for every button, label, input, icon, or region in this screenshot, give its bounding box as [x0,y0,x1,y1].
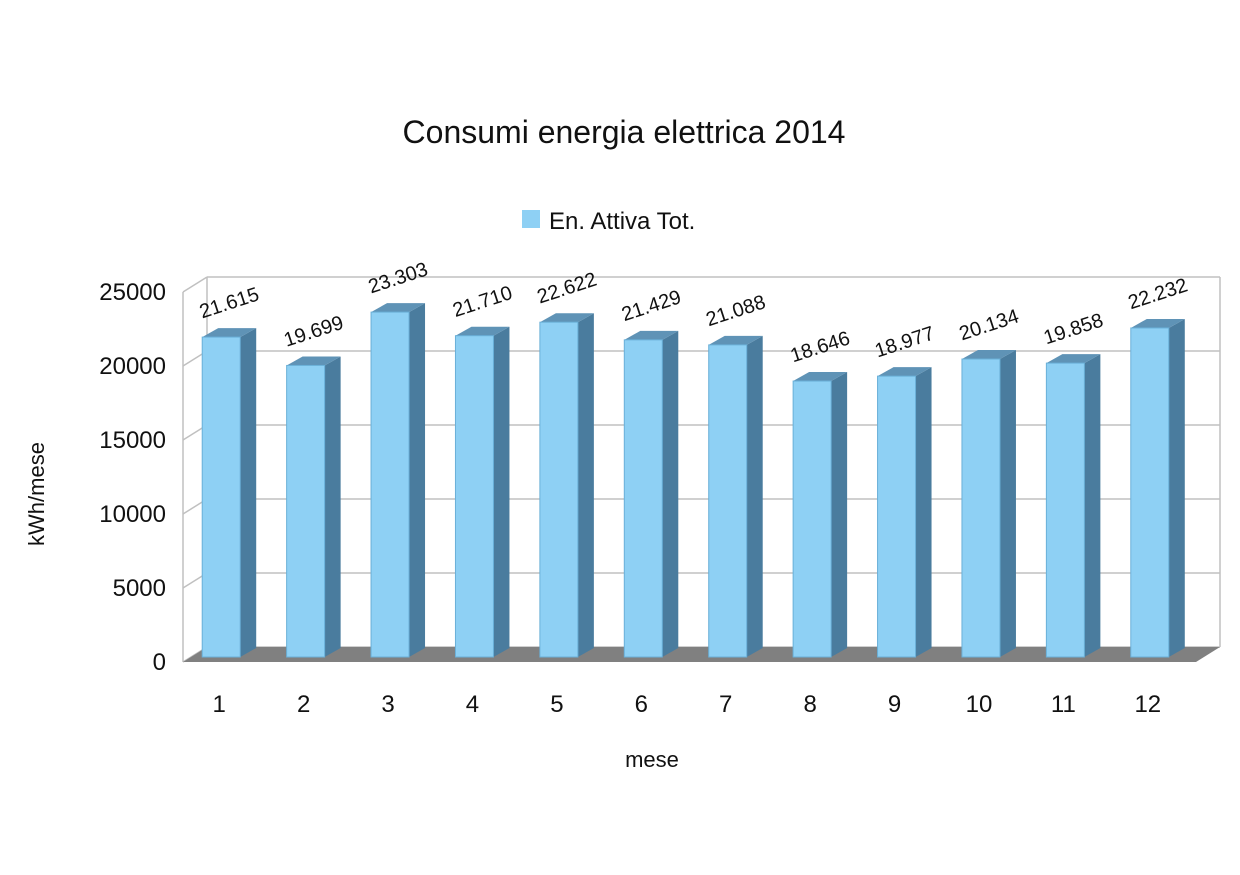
bar [961,350,1016,658]
data-label: 19.699 [281,312,346,352]
y-tick-label: 10000 [99,501,166,528]
x-tick-label: 7 [719,691,732,718]
bar-front [286,364,326,658]
bar-top [539,313,594,323]
x-tick-label: 2 [297,691,310,718]
bar [370,303,426,658]
legend-swatch [522,210,540,228]
bar-top [708,335,763,345]
bar-top [961,350,1016,360]
bar-front [792,380,832,658]
bar-top [877,367,932,377]
data-label: 19.858 [1041,309,1106,349]
x-tick-label: 10 [966,691,993,718]
bar-top [1046,354,1101,364]
y-tick-label: 25000 [99,279,166,306]
bar [539,313,594,658]
bar-side [746,335,763,657]
data-label: 21.088 [703,291,768,331]
bar-front [454,335,494,658]
bar-front [708,344,748,658]
chart-floor [183,647,1220,662]
bar-front [201,336,241,658]
y-axis-label: kWh/mese [24,442,49,546]
x-axis-label: mese [625,747,679,772]
x-tick-label: 1 [213,691,226,718]
y-tick-label: 0 [153,649,166,676]
bar-top [1130,318,1185,328]
x-tick-label: 11 [1051,691,1076,718]
data-label: 22.622 [535,269,600,309]
data-label: 22.232 [1125,274,1190,314]
bar-top [371,303,426,313]
bar-side [324,356,341,657]
bar-side [662,330,679,657]
x-tick-label: 8 [803,691,816,718]
legend-label: En. Attiva Tot. [549,208,695,235]
bars [201,303,1185,658]
bar-front [1045,362,1085,658]
data-label: 18.977 [872,323,937,363]
bar-front [1130,327,1170,658]
x-tick-label: 12 [1134,691,1161,718]
y-tick-label: 5000 [113,575,166,602]
bar [877,367,932,658]
y-axis-ticks: 0 5000 10000 15000 20000 25000 [99,279,166,676]
x-tick-label: 4 [466,691,479,718]
bar-top [624,330,679,340]
bar [792,372,848,658]
bar [286,356,341,658]
bar [623,330,679,658]
y-tick-label: 15000 [99,427,166,454]
y-tick-label: 20000 [99,353,166,380]
chart-title: Consumi energia elettrica 2014 [403,114,846,150]
bar [201,328,257,658]
bar-front [539,321,579,658]
gridline-side [182,276,208,293]
data-label: 23.303 [366,258,431,298]
x-tick-label: 9 [888,691,901,718]
bar-top [202,328,257,338]
data-label: 18.646 [788,327,853,367]
bar [708,335,763,658]
x-tick-label: 6 [635,691,648,718]
floor-plane [183,647,1220,662]
x-tick-label: 5 [550,691,563,718]
data-label: 21.429 [619,286,684,326]
bar-side [577,313,594,657]
data-label: 21.710 [450,282,515,322]
bar-side [831,372,848,657]
bar-side [409,303,426,657]
bar-top [455,326,510,336]
x-axis-ticks: 1 2 3 4 5 6 7 8 9 10 11 12 [213,691,1162,718]
bar-front [877,375,917,658]
bar-top [286,356,341,366]
bar-side [915,367,932,657]
legend: En. Attiva Tot. [522,208,695,235]
bar-top [793,372,848,382]
bar [1130,318,1185,658]
bar-side [240,328,257,657]
x-tick-label: 3 [381,691,394,718]
bar-front [623,339,663,658]
bar [1045,354,1101,658]
bar-front [961,358,1001,658]
bar [454,326,510,658]
bar-side [1168,318,1185,657]
data-label: 20.134 [957,305,1022,345]
bar-front [370,311,410,658]
bar-side [493,326,510,657]
bar-side [999,350,1016,657]
bar-side [1084,354,1101,657]
